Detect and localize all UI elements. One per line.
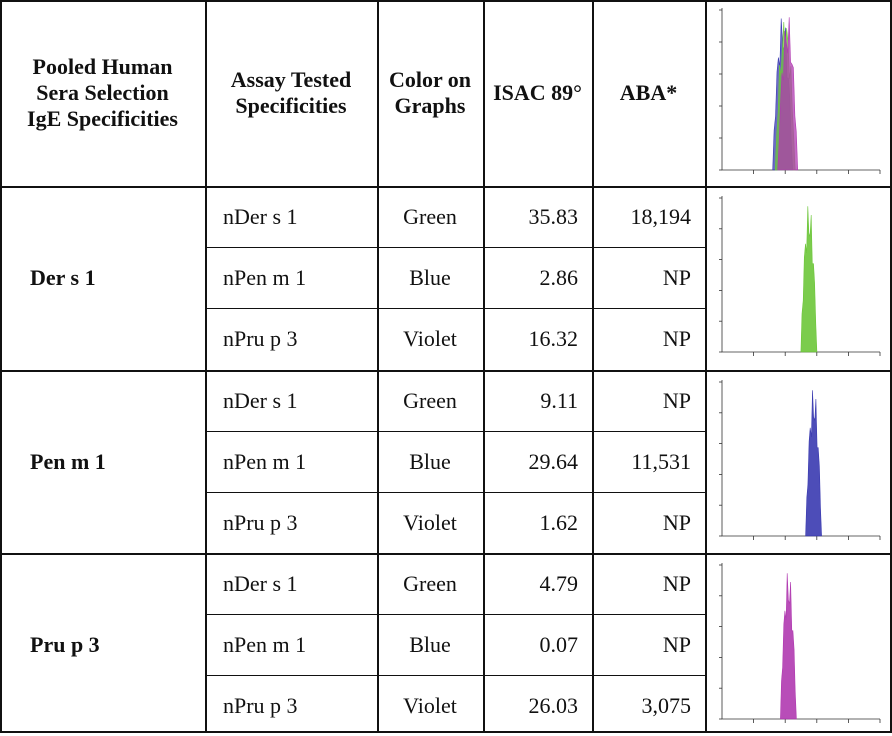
- header-selection-line: Sera Selection: [36, 80, 169, 105]
- histogram-peak: [777, 17, 798, 171]
- row-divider: [205, 308, 705, 309]
- aba-cell: NP: [662, 264, 691, 290]
- header-isac-line: ISAC 89°: [493, 80, 582, 105]
- histogram-axes: [721, 563, 880, 720]
- specificity-cell: nDer s 1: [223, 203, 298, 229]
- histogram-peak: [805, 390, 822, 537]
- aba-cell: 11,531: [631, 448, 691, 474]
- header-color: Color on Graphs: [377, 0, 483, 186]
- color-cell: Blue: [409, 448, 451, 474]
- specificity-cell: nDer s 1: [223, 570, 298, 596]
- specificity-cell: nPru p 3: [223, 325, 298, 351]
- group-histogram: [719, 380, 881, 540]
- header-tested: Assay Tested Specificities: [205, 0, 377, 186]
- histogram-axes: [721, 380, 880, 537]
- histogram-axes: [721, 8, 880, 171]
- isac-cell: 1.62: [539, 509, 579, 535]
- row-divider: [205, 492, 705, 493]
- color-cell: Violet: [403, 325, 457, 351]
- table-bottom-border: [0, 731, 892, 733]
- isac-cell: 16.32: [528, 325, 579, 351]
- header-selection-text: Pooled Human Sera Selection IgE Specificit…: [27, 54, 178, 132]
- header-aba-line: ABA*: [619, 80, 678, 105]
- header-color-line: Color on: [388, 67, 472, 92]
- color-cell: Blue: [409, 264, 451, 290]
- group-histogram: [719, 563, 881, 723]
- row-divider: [205, 431, 705, 432]
- header-tested-text: Assay Tested Specificities: [231, 67, 351, 119]
- group-divider: [0, 553, 892, 555]
- column-divider: [592, 0, 594, 733]
- header-selection-line: Pooled Human: [32, 54, 173, 79]
- aba-cell: NP: [662, 509, 691, 535]
- table-top-border: [0, 0, 892, 2]
- aba-cell: NP: [662, 570, 691, 596]
- selection-label: Pru p 3: [30, 631, 100, 657]
- header-selection-line: IgE Specificities: [27, 106, 178, 131]
- header-color-text: Color on Graphs: [389, 67, 471, 119]
- color-cell: Blue: [409, 631, 451, 657]
- specificity-cell: nPru p 3: [223, 692, 298, 718]
- header-tested-line: Specificities: [235, 93, 347, 118]
- group-divider: [0, 370, 892, 372]
- color-cell: Green: [403, 203, 457, 229]
- isac-cell: 2.86: [539, 264, 579, 290]
- aba-cell: NP: [662, 325, 691, 351]
- row-divider: [205, 247, 705, 248]
- specificity-cell: nPen m 1: [223, 264, 307, 290]
- header-tested-line: Assay Tested: [230, 67, 352, 92]
- header-isac: ISAC 89°: [483, 0, 592, 186]
- group-histogram: [719, 196, 881, 356]
- row-divider: [205, 675, 705, 676]
- aba-cell: NP: [662, 387, 691, 413]
- header-selection: Pooled Human Sera Selection IgE Specificit…: [0, 0, 205, 186]
- color-cell: Violet: [403, 692, 457, 718]
- isac-cell: 9.11: [540, 387, 578, 413]
- aba-cell: 18,194: [630, 203, 692, 229]
- header-overlay-histogram: [719, 8, 881, 174]
- header-divider: [0, 186, 892, 188]
- header-aba-text: ABA*: [620, 80, 677, 106]
- histogram-peak: [780, 573, 797, 720]
- column-divider: [483, 0, 485, 733]
- specificity-cell: nPru p 3: [223, 509, 298, 535]
- color-cell: Violet: [403, 509, 457, 535]
- column-divider: [705, 0, 707, 733]
- isac-cell: 29.64: [528, 448, 579, 474]
- isac-cell: 35.83: [528, 203, 579, 229]
- header-aba: ABA*: [592, 0, 705, 186]
- isac-cell: 0.07: [539, 631, 579, 657]
- color-cell: Green: [403, 387, 457, 413]
- header-isac-text: ISAC 89°: [493, 80, 582, 106]
- table-right-border: [890, 0, 892, 733]
- aba-cell: NP: [662, 631, 691, 657]
- selection-label: Pen m 1: [30, 448, 106, 474]
- histogram-axes: [721, 196, 880, 353]
- column-divider: [377, 0, 379, 733]
- selection-label: Der s 1: [30, 264, 96, 290]
- specificity-cell: nDer s 1: [223, 387, 298, 413]
- isac-cell: 26.03: [528, 692, 579, 718]
- specificity-cell: nPen m 1: [223, 448, 307, 474]
- aba-cell: 3,075: [641, 692, 692, 718]
- column-divider: [0, 0, 2, 733]
- row-divider: [205, 614, 705, 615]
- color-cell: Green: [403, 570, 457, 596]
- header-color-line: Graphs: [394, 93, 466, 118]
- specificity-cell: nPen m 1: [223, 631, 307, 657]
- isac-cell: 4.79: [539, 570, 579, 596]
- histogram-peak: [800, 206, 818, 353]
- column-divider: [205, 0, 207, 733]
